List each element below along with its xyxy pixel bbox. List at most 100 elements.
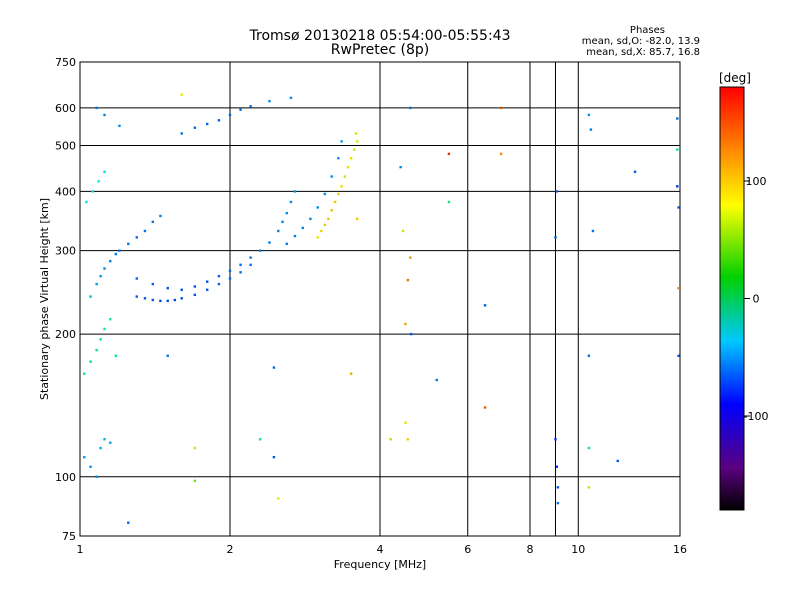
data-point — [268, 241, 271, 244]
data-point — [193, 293, 197, 297]
data-point — [95, 348, 98, 352]
y-tick-label: 600 — [55, 102, 76, 115]
data-point — [272, 455, 276, 459]
data-point — [587, 446, 591, 450]
data-point — [340, 185, 343, 188]
data-point — [406, 278, 410, 282]
stats-heading: Phases — [630, 25, 665, 36]
data-point — [118, 249, 121, 252]
colorbar-ticks: 100 0 -100 — [744, 175, 769, 423]
data-point — [289, 200, 293, 204]
data-point — [239, 263, 242, 267]
y-tick-label: 400 — [55, 185, 76, 198]
data-point — [389, 438, 392, 441]
data-point — [89, 360, 92, 363]
data-point — [554, 236, 557, 239]
data-point — [409, 256, 412, 259]
colorbar-tick-label: 100 — [746, 175, 767, 188]
colorbar — [719, 86, 745, 511]
x-tick-label: 1 — [77, 543, 84, 556]
y-tick-label: 300 — [55, 245, 76, 258]
data-point — [483, 406, 487, 409]
x-axis: 1 2 4 6 8 10 16 — [77, 543, 688, 556]
data-point — [228, 277, 232, 280]
data-point — [343, 175, 347, 178]
data-point — [159, 299, 162, 303]
data-point — [616, 459, 619, 463]
data-point — [677, 354, 680, 357]
data-point — [239, 108, 242, 111]
data-point — [591, 229, 595, 233]
x-tick-label: 2 — [227, 543, 234, 556]
data-point — [166, 354, 169, 357]
y-tick-label: 200 — [55, 328, 76, 341]
y-tick-label: 500 — [55, 139, 76, 152]
data-point — [205, 280, 209, 283]
data-point — [180, 93, 183, 96]
data-point — [330, 175, 333, 178]
colorbar-tick-label: -100 — [744, 410, 769, 423]
data-point — [349, 372, 353, 375]
data-point — [340, 140, 343, 143]
data-point — [135, 277, 138, 280]
data-point — [316, 206, 319, 209]
data-point — [180, 288, 183, 292]
plot-frame — [79, 61, 681, 537]
data-point — [118, 124, 121, 128]
data-point — [589, 128, 593, 131]
data-point — [89, 465, 92, 468]
data-point — [399, 165, 402, 169]
stats-line-x: mean, sd,X: 85.7, 16.8 — [586, 47, 700, 58]
data-point — [217, 119, 221, 122]
x-tick-label: 16 — [673, 543, 687, 556]
data-point — [205, 122, 209, 126]
data-point — [114, 354, 118, 357]
data-point — [193, 285, 197, 288]
data-point — [346, 165, 350, 169]
data-point — [193, 479, 197, 483]
data-point — [127, 521, 130, 524]
data-point — [143, 229, 147, 233]
data-point — [166, 286, 169, 290]
data-point — [259, 249, 262, 252]
data-point — [91, 190, 94, 193]
data-point — [259, 438, 262, 441]
data-point — [277, 497, 280, 500]
data-point — [447, 152, 451, 156]
data-point — [239, 271, 242, 274]
data-point — [404, 421, 407, 424]
data-point — [285, 211, 288, 215]
x-tick-label: 4 — [377, 543, 384, 556]
data-point — [556, 486, 560, 489]
grid — [79, 61, 681, 537]
data-point — [99, 338, 102, 341]
data-point — [281, 220, 284, 224]
y-tick-label: 100 — [55, 471, 76, 484]
data-point — [114, 252, 118, 256]
data-point — [409, 106, 412, 110]
data-point — [354, 132, 358, 135]
data-point — [205, 288, 209, 292]
data-point — [323, 223, 327, 227]
colorbar-label: [deg] — [719, 71, 751, 85]
data-point — [83, 455, 86, 459]
data-point — [676, 117, 679, 120]
data-point — [97, 180, 100, 183]
stats-line-o: mean, sd,O: -82.0, 13.9 — [582, 36, 700, 47]
data-point — [151, 282, 155, 286]
data-point — [103, 113, 106, 117]
data-point — [677, 286, 680, 290]
data-point — [143, 297, 147, 300]
data-point — [316, 236, 319, 239]
data-point — [95, 475, 98, 478]
data-point — [277, 229, 280, 233]
data-point — [320, 229, 323, 233]
data-point — [135, 236, 138, 239]
data-point — [193, 446, 197, 450]
data-point — [293, 190, 297, 193]
data-point — [285, 242, 288, 246]
chart-subtitle: RwPretec (8p) — [331, 42, 429, 58]
data-point — [309, 217, 312, 221]
data-point — [499, 106, 503, 110]
